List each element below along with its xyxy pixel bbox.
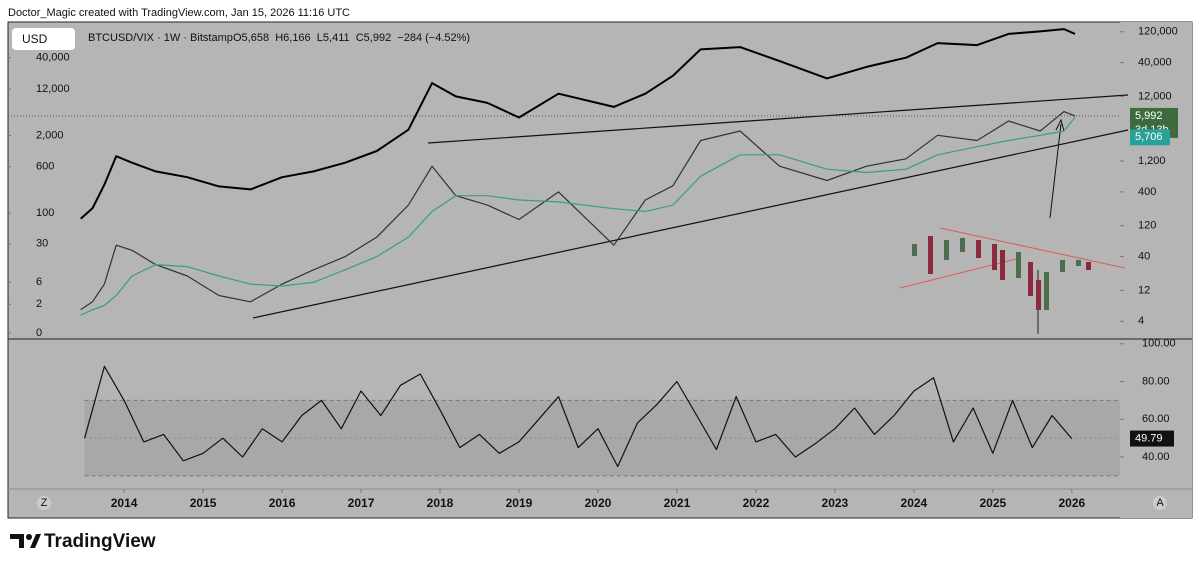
arrow [1049, 123, 1062, 219]
inset-candle [1016, 252, 1021, 278]
inset-trend [939, 227, 1126, 269]
currency-button[interactable] [12, 28, 75, 50]
logo-mark [10, 534, 24, 548]
inset-candle [944, 240, 949, 260]
arrow-head [1055, 118, 1065, 132]
y-tick-label: 4 [1138, 315, 1144, 327]
inset-candle [928, 236, 933, 274]
inset-candle [992, 244, 997, 270]
y2-tick-label: 0 [36, 327, 42, 339]
inset-candle [1086, 262, 1091, 270]
x-tick-label: 2021 [664, 496, 691, 510]
y-tick-label: 40 [1138, 250, 1150, 262]
series-line [80, 28, 1076, 220]
y-tick-label: 12,000 [1138, 90, 1172, 102]
credit: Doctor_Magic created with TradingView.co… [8, 7, 350, 19]
trend-line [427, 94, 1129, 144]
inset-candle [1076, 260, 1081, 266]
inset-candle [960, 238, 965, 252]
x-tick-label: 2017 [348, 496, 375, 510]
a-button[interactable] [1153, 496, 1167, 510]
inset-candle [912, 244, 917, 256]
inset-candle [976, 240, 981, 258]
x-tick-label: 2022 [743, 496, 770, 510]
x-tick-label: 2023 [822, 496, 849, 510]
inset-candle [1000, 250, 1005, 280]
y-tick-label: 80.00 [1142, 375, 1170, 387]
trend-line [252, 129, 1129, 319]
inset-candle [1036, 280, 1041, 310]
y-tick-label: 120,000 [1138, 26, 1178, 38]
y2-tick-label: 40,000 [36, 52, 70, 64]
currency[interactable]: USD [22, 32, 48, 46]
y2-tick-label: 12,000 [36, 83, 70, 95]
y2-tick-label: 2,000 [36, 129, 64, 141]
logo-mark [26, 534, 32, 540]
z-label[interactable]: Z [41, 497, 48, 509]
y-tick-label: 40.00 [1142, 451, 1170, 463]
inset-drawing [899, 227, 1126, 334]
logo-mark [30, 534, 41, 548]
y2-tick-label: 6 [36, 276, 42, 288]
inset-candle [1060, 260, 1065, 272]
x-tick-label: 2026 [1058, 496, 1085, 510]
rsi-last-label: 49.79 [1135, 432, 1163, 444]
x-tick-label: 2018 [427, 496, 454, 510]
z-button[interactable] [37, 496, 51, 510]
ma-label: 5,706 [1135, 131, 1163, 143]
y2-tick-label: 2 [36, 298, 42, 310]
y-tick-label: 40,000 [1138, 57, 1172, 69]
y-tick-label: 1,200 [1138, 155, 1166, 167]
x-tick-label: 2015 [190, 496, 217, 510]
y-tick-label: 120 [1138, 220, 1156, 232]
last-price-label: 5,992 [1135, 110, 1163, 122]
x-tick-label: 2014 [111, 496, 138, 510]
y2-tick-label: 600 [36, 161, 54, 173]
x-tick-label: 2019 [506, 496, 533, 510]
x-tick-label: 2025 [979, 496, 1006, 510]
y-tick-label: 400 [1138, 186, 1156, 198]
x-tick-label: 2020 [585, 496, 612, 510]
symbol-title: BTCUSD/VIX · 1W · Bitstamp [88, 32, 233, 44]
series-line [84, 365, 1073, 468]
brand: TradingView [44, 531, 156, 552]
y-tick-label: 100.00 [1142, 338, 1176, 350]
logo [10, 534, 41, 548]
series-line [80, 111, 1076, 311]
x-tick-label: 2016 [269, 496, 296, 510]
y2-tick-label: 100 [36, 207, 54, 219]
inset-candle [1044, 272, 1049, 310]
rsi-last-box [1130, 430, 1174, 447]
y-tick-label: 60.00 [1142, 413, 1170, 425]
a-label[interactable]: A [1156, 497, 1164, 509]
y2-tick-label: 30 [36, 238, 48, 250]
ma-box [1130, 129, 1170, 146]
y-tick-label: 12 [1138, 284, 1150, 296]
inset-candle [1028, 262, 1033, 296]
x-tick-label: 2024 [901, 496, 928, 510]
series-line [80, 116, 1076, 316]
ohlc: O5,658 H6,166 L5,411 C5,992 −284 (−4.52%… [233, 32, 470, 44]
